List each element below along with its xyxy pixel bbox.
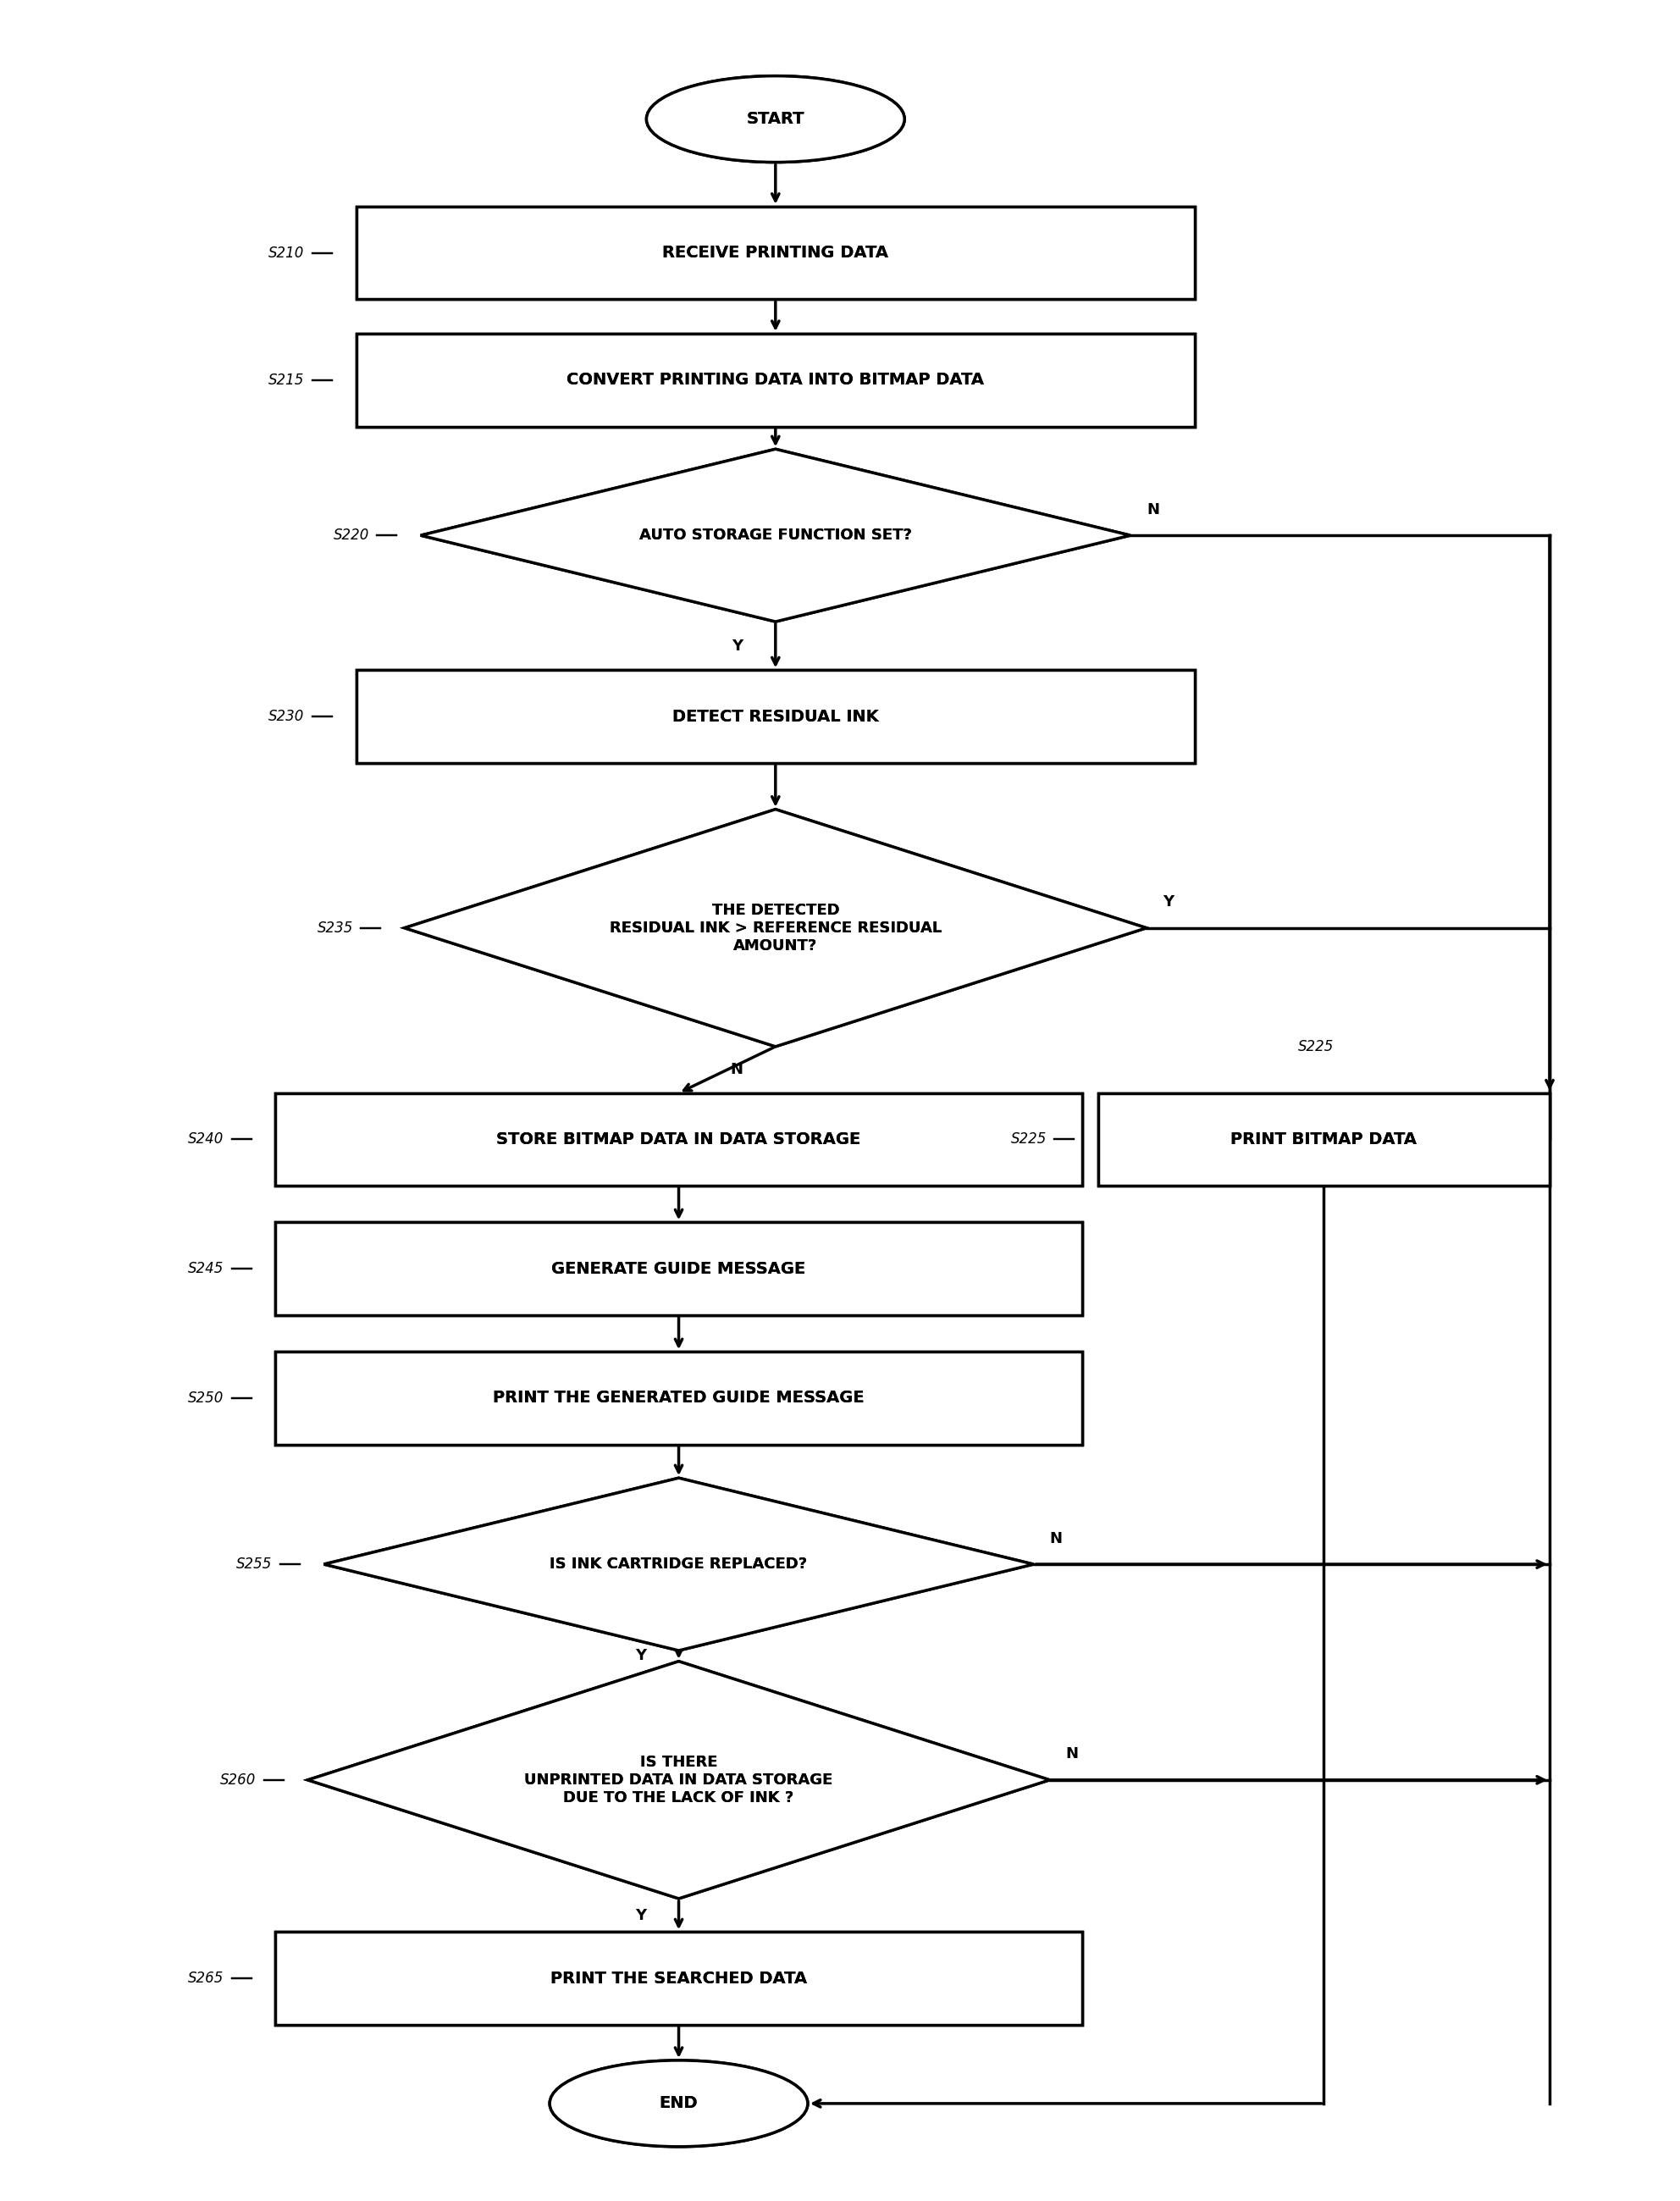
Text: PRINT THE SEARCHED DATA: PRINT THE SEARCHED DATA <box>551 1970 806 1988</box>
FancyBboxPatch shape <box>276 1932 1082 2025</box>
Text: STORE BITMAP DATA IN DATA STORAGE: STORE BITMAP DATA IN DATA STORAGE <box>497 1131 860 1147</box>
Polygon shape <box>420 449 1131 621</box>
Text: AUTO STORAGE FUNCTION SET?: AUTO STORAGE FUNCTION SET? <box>638 528 912 544</box>
Text: N: N <box>1065 1745 1079 1761</box>
Text: N: N <box>1146 502 1159 517</box>
Text: AUTO STORAGE FUNCTION SET?: AUTO STORAGE FUNCTION SET? <box>638 528 912 544</box>
FancyBboxPatch shape <box>276 1222 1082 1316</box>
FancyBboxPatch shape <box>356 335 1194 427</box>
Text: PRINT BITMAP DATA: PRINT BITMAP DATA <box>1231 1131 1416 1147</box>
Text: END: END <box>660 2095 697 2111</box>
Ellipse shape <box>647 77 904 163</box>
Text: S255: S255 <box>237 1556 272 1572</box>
Ellipse shape <box>647 77 904 163</box>
FancyBboxPatch shape <box>276 1351 1082 1444</box>
FancyBboxPatch shape <box>356 335 1194 427</box>
Text: GENERATE GUIDE MESSAGE: GENERATE GUIDE MESSAGE <box>551 1261 806 1277</box>
Text: THE DETECTED
RESIDUAL INK > REFERENCE RESIDUAL
AMOUNT?: THE DETECTED RESIDUAL INK > REFERENCE RE… <box>610 902 941 953</box>
Text: IS INK CARTRIDGE REPLACED?: IS INK CARTRIDGE REPLACED? <box>549 1556 808 1572</box>
Text: DETECT RESIDUAL INK: DETECT RESIDUAL INK <box>672 709 879 724</box>
Text: END: END <box>660 2095 697 2111</box>
Text: N: N <box>1050 1530 1062 1545</box>
Ellipse shape <box>549 2060 808 2146</box>
Text: CONVERT PRINTING DATA INTO BITMAP DATA: CONVERT PRINTING DATA INTO BITMAP DATA <box>566 372 984 387</box>
Text: Y: Y <box>635 1908 647 1924</box>
FancyBboxPatch shape <box>276 1094 1082 1186</box>
Text: S240: S240 <box>188 1131 223 1147</box>
FancyBboxPatch shape <box>356 207 1194 299</box>
Text: PRINT THE GENERATED GUIDE MESSAGE: PRINT THE GENERATED GUIDE MESSAGE <box>492 1391 865 1406</box>
Text: S225: S225 <box>1299 1039 1334 1054</box>
Text: S220: S220 <box>333 528 370 544</box>
Text: STORE BITMAP DATA IN DATA STORAGE: STORE BITMAP DATA IN DATA STORAGE <box>497 1131 860 1147</box>
Text: Y: Y <box>732 638 743 654</box>
Polygon shape <box>324 1479 1033 1651</box>
Text: PRINT THE GENERATED GUIDE MESSAGE: PRINT THE GENERATED GUIDE MESSAGE <box>492 1391 865 1406</box>
Text: DETECT RESIDUAL INK: DETECT RESIDUAL INK <box>672 709 879 724</box>
FancyBboxPatch shape <box>356 669 1194 764</box>
Text: RECEIVE PRINTING DATA: RECEIVE PRINTING DATA <box>662 244 889 262</box>
Polygon shape <box>307 1662 1050 1899</box>
Text: IS THERE
UNPRINTED DATA IN DATA STORAGE
DUE TO THE LACK OF INK ?: IS THERE UNPRINTED DATA IN DATA STORAGE … <box>524 1754 833 1805</box>
FancyBboxPatch shape <box>356 669 1194 764</box>
Text: PRINT THE SEARCHED DATA: PRINT THE SEARCHED DATA <box>551 1970 806 1988</box>
Text: S230: S230 <box>269 709 304 724</box>
Text: N: N <box>731 1063 743 1076</box>
Text: GENERATE GUIDE MESSAGE: GENERATE GUIDE MESSAGE <box>551 1261 806 1277</box>
Text: Y: Y <box>1163 894 1174 909</box>
FancyBboxPatch shape <box>276 1932 1082 2025</box>
Text: START: START <box>746 110 805 128</box>
Polygon shape <box>324 1479 1033 1651</box>
Text: IS THERE
UNPRINTED DATA IN DATA STORAGE
DUE TO THE LACK OF INK ?: IS THERE UNPRINTED DATA IN DATA STORAGE … <box>524 1754 833 1805</box>
Text: S235: S235 <box>318 920 353 935</box>
Text: IS INK CARTRIDGE REPLACED?: IS INK CARTRIDGE REPLACED? <box>549 1556 808 1572</box>
FancyBboxPatch shape <box>1099 1094 1549 1186</box>
Text: CONVERT PRINTING DATA INTO BITMAP DATA: CONVERT PRINTING DATA INTO BITMAP DATA <box>566 372 984 387</box>
Text: S265: S265 <box>188 1970 223 1985</box>
Text: S215: S215 <box>269 372 304 387</box>
Polygon shape <box>405 810 1146 1048</box>
Text: THE DETECTED
RESIDUAL INK > REFERENCE RESIDUAL
AMOUNT?: THE DETECTED RESIDUAL INK > REFERENCE RE… <box>610 902 941 953</box>
FancyBboxPatch shape <box>276 1094 1082 1186</box>
Text: Y: Y <box>635 1649 647 1664</box>
Text: S250: S250 <box>188 1391 223 1406</box>
Text: S245: S245 <box>188 1261 223 1277</box>
Text: S225: S225 <box>1011 1131 1047 1147</box>
FancyBboxPatch shape <box>276 1351 1082 1444</box>
Polygon shape <box>307 1662 1050 1899</box>
Polygon shape <box>405 810 1146 1048</box>
Polygon shape <box>420 449 1131 621</box>
Text: PRINT BITMAP DATA: PRINT BITMAP DATA <box>1231 1131 1416 1147</box>
Text: S210: S210 <box>269 244 304 260</box>
Text: START: START <box>746 110 805 128</box>
Ellipse shape <box>549 2060 808 2146</box>
Text: RECEIVE PRINTING DATA: RECEIVE PRINTING DATA <box>662 244 889 262</box>
FancyBboxPatch shape <box>356 207 1194 299</box>
FancyBboxPatch shape <box>276 1222 1082 1316</box>
FancyBboxPatch shape <box>1099 1094 1549 1186</box>
Text: S260: S260 <box>220 1772 255 1787</box>
